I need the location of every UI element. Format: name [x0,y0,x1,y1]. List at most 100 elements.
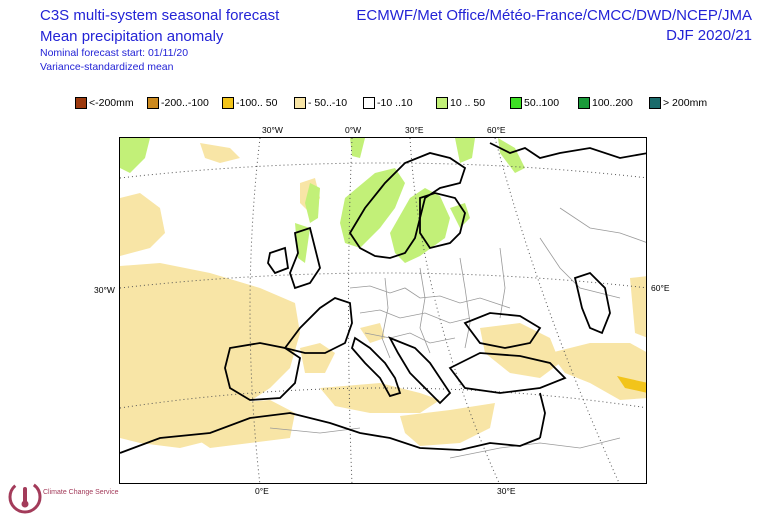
providers-label: ECMWF/Met Office/Météo-France/CMCC/DWD/N… [356,7,752,24]
legend-swatch [75,97,87,109]
lon-label-60e-top: 60°E [487,125,506,135]
legend-label: 100..200 [592,97,633,109]
forecast-start-label: Nominal forecast start: 01/11/20 [40,47,189,59]
wet-anomaly-area [305,183,320,223]
legend-label: -100.. 50 [236,97,278,109]
coastline-black-sea [463,312,542,349]
coastline-levant [539,392,546,439]
coastline-russia-arctic [489,142,646,159]
strong-dry-anomaly-area [617,376,646,393]
border-line [539,237,621,299]
legend-label: 50..100 [524,97,560,109]
dry-anomaly-area [550,343,646,400]
legend-label: 10 .. 50 [450,97,486,109]
lon-label-60e-right: 60°E [651,283,670,293]
border-line [359,309,471,324]
coastline-iberia [224,342,302,401]
dry-anomaly-area [300,343,335,373]
dry-anomaly-area [630,276,646,338]
border-line [381,277,391,359]
graticule [120,138,646,483]
coastline-balkans [388,336,452,405]
legend-item: - 50..-10 [294,95,347,111]
border-line [269,427,361,434]
wet-anomaly-area [450,203,470,228]
grid-line [249,138,261,483]
legend-item: 50..100 [510,95,559,111]
grid-line [348,138,353,483]
grid-line [494,138,620,483]
lon-label-0w-top: 0°W [345,125,362,135]
coastline-france [283,297,353,354]
coastline-caspian [573,271,611,335]
dry-anomaly-area [120,193,165,256]
dry-anomaly-layer [120,143,646,448]
dry-anomaly-area [320,383,440,413]
border-line [459,257,471,349]
lon-label-30w-top: 30°W [262,125,283,135]
coastline-north-africa [120,412,541,454]
wet-anomaly-area [498,138,525,173]
precipitation-anomaly-map [119,137,647,484]
legend-item: <-200mm [75,95,134,111]
legend-swatch [222,97,234,109]
lon-label-30e-bottom: 30°E [497,486,516,496]
legend-swatch [649,97,661,109]
lon-label-0e-bottom: 0°E [255,486,269,496]
chart-subtitle: Mean precipitation anomaly [40,28,224,45]
dry-anomaly-area [200,143,240,163]
border-line [559,207,646,243]
border-line [449,437,621,459]
coastline-ireland [267,246,289,275]
border-line [349,285,511,309]
lon-label-30e-top: 30°E [405,125,424,135]
legend-swatch [436,97,448,109]
grid-line [120,387,646,409]
wet-anomaly-area [455,138,475,163]
coastline-british-isles [289,226,321,290]
method-label: Variance-standardized mean [40,61,174,73]
legend-label: -200..-100 [161,97,209,109]
border-line [419,267,431,354]
coastline-finland [419,192,466,250]
coastline-italy [350,336,402,398]
dry-anomaly-area [480,323,560,378]
dry-anomaly-area [360,323,385,343]
legend-label: <-200mm [89,97,134,109]
border-line [364,332,456,344]
legend-item: -10 ..10 [363,95,413,111]
coastline-scandinavia [348,152,467,259]
legend-label: > 200mm [663,97,708,109]
coastline-turkey [448,352,567,394]
dry-anomaly-area [120,263,300,448]
wet-anomaly-layer [120,138,525,263]
coastlines [120,142,646,454]
wet-anomaly-area [350,138,365,158]
wet-anomaly-area [340,168,405,248]
legend-item: -100.. 50 [222,95,277,111]
dry-anomaly-area [400,403,495,446]
climate-logo-icon [8,480,42,514]
legend-label: - 50..-10 [308,97,348,109]
grid-line [120,272,646,289]
season-label: DJF 2020/21 [666,27,752,44]
legend-swatch [578,97,590,109]
legend-item: -200..-100 [147,95,209,111]
grid-line [120,162,646,179]
dry-anomaly-area [180,400,295,448]
legend-swatch [147,97,159,109]
wet-anomaly-area [120,138,150,173]
border-line [499,247,506,319]
legend-swatch [294,97,306,109]
country-borders [269,207,646,459]
legend-swatch [363,97,375,109]
lon-label-30w-left: 30°W [94,285,115,295]
legend-label: -10 ..10 [377,97,413,109]
copernicus-climate-logo: Climate Change Service [5,477,119,517]
chart-title: C3S multi-system seasonal forecast [40,7,280,24]
logo-text: Climate Change Service [43,489,119,496]
legend-swatch [510,97,522,109]
legend-item: > 200mm [649,95,707,111]
map-canvas [120,138,646,483]
legend-item: 100..200 [578,95,633,111]
